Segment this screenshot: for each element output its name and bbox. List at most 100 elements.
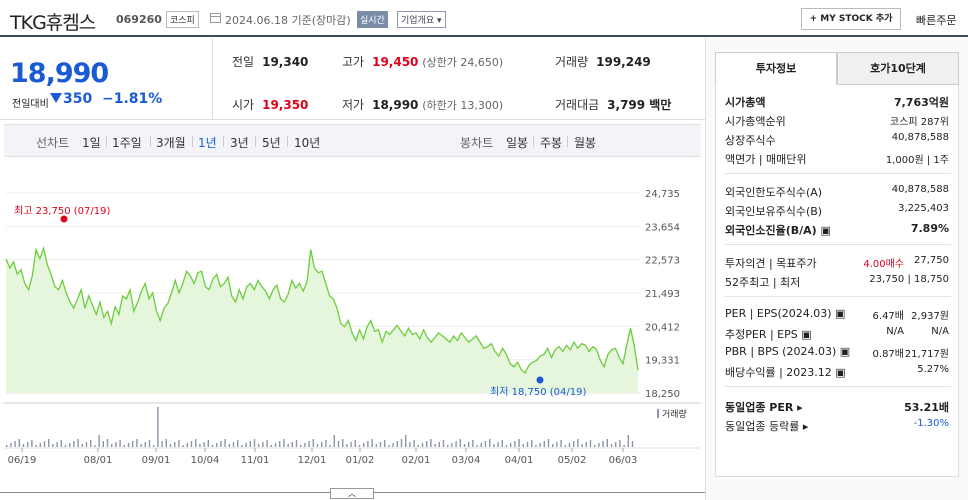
volume-bar bbox=[270, 445, 272, 447]
info-row[interactable]: 동일업종 등락률 ▸ -1.30% bbox=[725, 418, 949, 436]
info-row: 시가총액 7,763억원 bbox=[725, 94, 949, 112]
divider bbox=[150, 136, 151, 147]
volume-bar bbox=[333, 435, 335, 447]
volume-bar bbox=[127, 443, 130, 447]
trade-amount: 거래대금 3,799 백만 bbox=[555, 96, 671, 113]
divider bbox=[725, 244, 951, 245]
volume-bar bbox=[589, 440, 592, 447]
info-row: 액면가 | 매매단위 1,000원 | 1주 bbox=[725, 151, 949, 169]
volume-bar bbox=[468, 442, 470, 447]
divider bbox=[223, 136, 224, 147]
target-price: 27,750 bbox=[914, 255, 949, 266]
volume-bar bbox=[505, 445, 508, 447]
volume-bar bbox=[279, 441, 281, 447]
info-value: 40,878,588 bbox=[891, 132, 949, 143]
tab-period-3m[interactable]: 3개월 bbox=[156, 136, 186, 150]
volume-bar bbox=[350, 442, 352, 447]
investment-opinion: 4.00매수 bbox=[863, 259, 904, 270]
volume-bar bbox=[258, 444, 260, 447]
tab-candle-weekly[interactable]: 주봉 bbox=[540, 136, 563, 150]
volume-bar bbox=[18, 439, 20, 447]
info-value: 1,000원 | 1주 bbox=[885, 155, 949, 166]
sector-per-link[interactable]: 동일업종 PER ▸ bbox=[725, 401, 803, 414]
info-row[interactable]: 동일업종 PER ▸ 53.21배 bbox=[725, 399, 949, 417]
tab-period-1y[interactable]: 1년 bbox=[198, 136, 217, 150]
volume-bar bbox=[514, 441, 516, 447]
volume-bar bbox=[237, 440, 239, 447]
volume-bar bbox=[384, 440, 386, 447]
tab-period-3y[interactable]: 3년 bbox=[230, 136, 249, 150]
volume-bar bbox=[371, 439, 373, 447]
volume-bar bbox=[400, 439, 403, 447]
volume-bar bbox=[203, 442, 205, 447]
volume-bar bbox=[123, 445, 125, 447]
tab-orderbook-10[interactable]: 호가10단계 bbox=[837, 52, 959, 85]
company-overview-dropdown[interactable]: 기업개요 ▾ bbox=[397, 11, 446, 28]
x-tick-label: 05/02 bbox=[558, 455, 587, 466]
tab-candle-daily[interactable]: 일봉 bbox=[506, 136, 529, 150]
volume-bar bbox=[602, 441, 604, 447]
info-value: 23,750 | 18,750 bbox=[869, 274, 949, 285]
volume-bar bbox=[220, 441, 222, 447]
volume-bar bbox=[98, 435, 100, 447]
realtime-badge[interactable]: 실시간 bbox=[357, 11, 388, 28]
tab-period-5y[interactable]: 5년 bbox=[262, 136, 281, 150]
divider bbox=[567, 136, 568, 147]
volume-bar bbox=[144, 442, 146, 447]
tab-period-1d[interactable]: 1일 bbox=[82, 136, 101, 150]
chart-expand-handle[interactable]: ︿ bbox=[330, 488, 374, 499]
volume-bar bbox=[48, 439, 50, 447]
info-row: PER | EPS(2024.03) ▣ 6.47배 2,937원 bbox=[725, 307, 949, 325]
x-tick-label: 06/03 bbox=[609, 455, 638, 466]
tab-period-1w[interactable]: 1주일 bbox=[112, 136, 142, 150]
volume-bar bbox=[564, 445, 566, 447]
volume-bar bbox=[459, 439, 461, 447]
tab-candle-monthly[interactable]: 월봉 bbox=[574, 136, 597, 150]
sector-rate-link[interactable]: 동일업종 등락률 ▸ bbox=[725, 420, 809, 433]
x-tick-label: 03/04 bbox=[452, 455, 481, 466]
volume-bar bbox=[547, 439, 550, 447]
volume-bar bbox=[447, 445, 449, 447]
volume-bar bbox=[148, 440, 151, 447]
volume-bar bbox=[77, 439, 79, 447]
volume-bar bbox=[346, 444, 348, 447]
x-tick-label: 06/19 bbox=[8, 455, 37, 466]
volume-bar bbox=[140, 444, 142, 447]
volume-bar bbox=[539, 443, 541, 447]
add-mystock-button[interactable]: + MY STOCK 추가 bbox=[801, 8, 901, 30]
volume-bar bbox=[232, 442, 235, 447]
info-label: PBR | BPS (2024.03) ▣ bbox=[725, 345, 851, 358]
volume-bar bbox=[169, 444, 172, 447]
low-label: 저가 bbox=[342, 98, 365, 112]
volume-bar bbox=[304, 443, 306, 447]
info-table: 시가총액 7,763억원 시가총액순위 코스피 287위 상장주식수 40,878,5… bbox=[715, 85, 959, 477]
volume-bar bbox=[568, 443, 571, 447]
price-line bbox=[5, 245, 639, 375]
volume-bar bbox=[295, 440, 298, 447]
divider bbox=[287, 136, 288, 147]
volume-bar bbox=[585, 442, 587, 447]
tab-investment-info[interactable]: 투자정보 bbox=[715, 52, 837, 85]
volume-value: 199,249 bbox=[596, 55, 651, 69]
amount-value: 3,799 백만 bbox=[607, 98, 672, 112]
divider bbox=[106, 136, 107, 147]
calendar-icon bbox=[210, 13, 221, 23]
tab-period-10y[interactable]: 10년 bbox=[294, 136, 321, 150]
volume-bar bbox=[178, 440, 180, 447]
volume-bar bbox=[90, 440, 92, 447]
quick-order-link[interactable]: 빠른주문 bbox=[916, 14, 957, 27]
volume-bar bbox=[291, 442, 293, 447]
volume-bar bbox=[484, 441, 487, 447]
volume-bar bbox=[598, 443, 600, 447]
info-label: 외국인보유주식수(B) bbox=[725, 205, 823, 218]
info-label: 시가총액 bbox=[725, 96, 766, 109]
volume-bar bbox=[379, 442, 382, 447]
price-summary: 18,990 전일대비 350 −1.81% bbox=[0, 38, 705, 120]
info-value: 53.21배 bbox=[904, 401, 949, 414]
prev-close-value: 19,340 bbox=[262, 55, 309, 69]
price-chart[interactable]: 24,735 23,654 22,573 21,493 20,412 19,331 18,2… bbox=[0, 160, 705, 490]
volume-bar bbox=[489, 439, 491, 447]
volume-bar bbox=[60, 440, 62, 447]
volume-bar bbox=[526, 442, 529, 447]
volume-bar bbox=[623, 445, 625, 447]
